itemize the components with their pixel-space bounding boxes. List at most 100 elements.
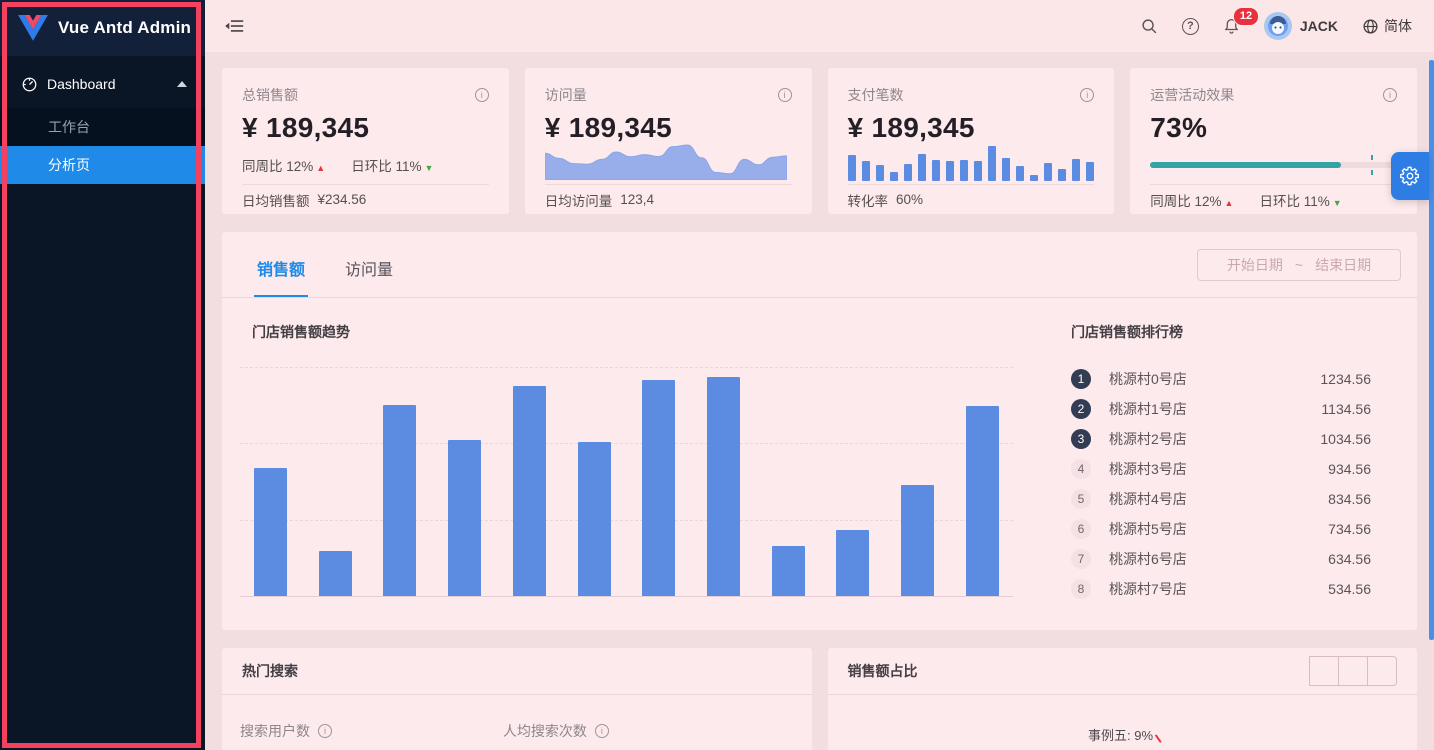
store-name: 桃源村4号店 [1109,491,1187,507]
user-menu[interactable]: JACK [1263,12,1338,40]
store-name: 桃源村5号店 [1109,521,1187,537]
card-footer: 转化率 60% [847,184,1095,214]
card-value: ¥ 189,345 [544,112,673,143]
mini-bar [959,159,968,181]
card-title: 运营活动效果 [1150,87,1235,103]
tab-sales[interactable]: 销售额 [254,256,309,297]
card-operation-effect: 运营活动效果 i 73% 同周比 12% ▲ 日环比 11% ▼ [1130,68,1417,214]
gridline [240,443,1013,445]
sidebar-menu: Dashboard 工作台 分析页 [0,62,205,184]
sidebar-item-analysis[interactable]: 分析页 [0,146,205,184]
info-icon[interactable]: i [1080,88,1095,102]
bar-chart-title: 门店销售额趋势 [252,324,350,340]
language-switch[interactable]: 简体 [1362,16,1412,36]
date-separator: ~ [1294,257,1304,273]
store-sales-value: 534.56 [1328,581,1371,597]
gear-icon [1400,166,1419,186]
progress-target-marker [1370,155,1373,160]
channel-button-group [1309,656,1397,686]
ranking-row: 2 桃源村1号店 1134.56 [1071,394,1371,424]
info-icon[interactable]: i [474,88,489,102]
card-visits: 访问量 i ¥ 189,345 日均访问量 123,4 [524,68,812,214]
search-users-metric: 搜索用户数 i 12321 71.2 ▲ [240,721,503,750]
ranking-row: 6 桃源村5号店 734.56 [1071,514,1371,544]
search-icon[interactable] [1141,18,1158,35]
date-start-input[interactable]: 开始日期 [1226,257,1283,273]
info-icon[interactable]: i [594,724,609,738]
ranking-title: 门店销售额排行榜 [1071,324,1183,340]
bar [254,468,287,596]
card-value: 73% [1150,112,1208,143]
stat-cards-row: 总销售额 i ¥ 189,345 同周比 12% ▲ 日环比 11% ▼ 日均销售额… [222,68,1417,214]
app-logo[interactable]: Vue Antd Admin [0,0,205,56]
store-sales-value: 634.56 [1328,551,1371,567]
notification-bell-icon[interactable]: 12 [1223,7,1260,35]
notification-badge: 12 [1232,7,1260,26]
store-sales-value: 934.56 [1328,461,1371,477]
payments-mini-bar-chart [847,145,1095,181]
mini-bar [973,160,982,181]
metric-value: 2.7 [503,747,539,750]
bar [318,551,352,596]
operation-progress-bar [1150,155,1395,175]
ranking-list: 1 桃源村0号店 1234.56 2 桃源村1号店 1134.56 3 桃源村2… [1071,364,1371,604]
bar [642,380,676,596]
rank-badge: 7 [1071,549,1091,569]
store-sales-value: 1234.56 [1320,371,1371,387]
info-icon[interactable]: i [1383,88,1397,102]
tab-visits[interactable]: 访问量 [345,262,394,279]
rank-badge: 5 [1071,489,1091,509]
pie-chart-label: 事例五: 9% [828,725,1418,744]
mini-bar [1043,163,1052,181]
store-name: 桃源村2号店 [1109,431,1187,447]
mini-bar [1072,158,1080,181]
ranking-row: 8 桃源村7号店 534.56 [1071,574,1371,604]
progress-target-marker [1370,170,1373,175]
sidebar: Vue Antd Admin Dashboard 工作台 分析页 [0,0,205,750]
sidebar-item-workbench[interactable]: 工作台 [48,119,90,135]
metric-value: 12321 [240,747,312,750]
help-icon[interactable]: ? [1181,17,1199,35]
sidebar-item-label: Dashboard [47,76,116,92]
store-name: 桃源村3号店 [1109,461,1187,477]
mini-bar [945,160,954,181]
date-end-input[interactable]: 结束日期 [1315,257,1372,273]
menu-fold-icon[interactable] [225,17,245,35]
mini-bar [1001,157,1010,181]
hot-search-title: 热门搜索 [242,663,298,679]
store-name: 桃源村7号店 [1109,581,1187,597]
bar [965,406,999,596]
info-icon[interactable]: i [318,724,332,738]
channel-button[interactable] [1338,656,1368,686]
chevron-up-icon [177,81,187,87]
sales-ratio-card: 销售额占比 事例五: 9% [827,648,1418,750]
mini-bar [1057,169,1066,181]
globe-icon [1363,18,1378,34]
rank-badge: 6 [1071,519,1091,539]
channel-button[interactable] [1309,656,1339,686]
card-value: ¥ 189,345 [847,112,975,143]
dashboard-icon [22,77,37,91]
dashboard-submenu: 工作台 分析页 [0,108,205,184]
bar [836,530,870,596]
info-icon[interactable]: i [777,88,792,102]
sidebar-item-dashboard[interactable]: Dashboard [0,62,205,106]
sales-panel: 销售额 访问量 开始日期 ~ 结束日期 门店销售额趋势 [222,232,1417,630]
ranking-row: 1 桃源村0号店 1234.56 [1071,364,1371,394]
store-sales-bar-chart [240,367,1013,597]
trend-row: 同周比 12% ▲ 日环比 11% ▼ [242,159,434,174]
bar [707,376,741,596]
card-total-sales: 总销售额 i ¥ 189,345 同周比 12% ▲ 日环比 11% ▼ 日均销售额… [222,68,509,214]
date-range-picker[interactable]: 开始日期 ~ 结束日期 [1197,249,1401,281]
channel-button[interactable] [1367,656,1397,686]
avatar [1263,12,1292,40]
store-name: 桃源村1号店 [1109,401,1187,417]
card-title: 访问量 [544,87,587,103]
bar [901,485,935,596]
bar [512,386,546,596]
scrollbar-thumb[interactable] [1429,60,1434,640]
rank-badge: 2 [1071,399,1091,419]
gridline [240,519,1013,521]
settings-gear-button[interactable] [1391,152,1429,200]
mini-bar [1086,161,1095,181]
